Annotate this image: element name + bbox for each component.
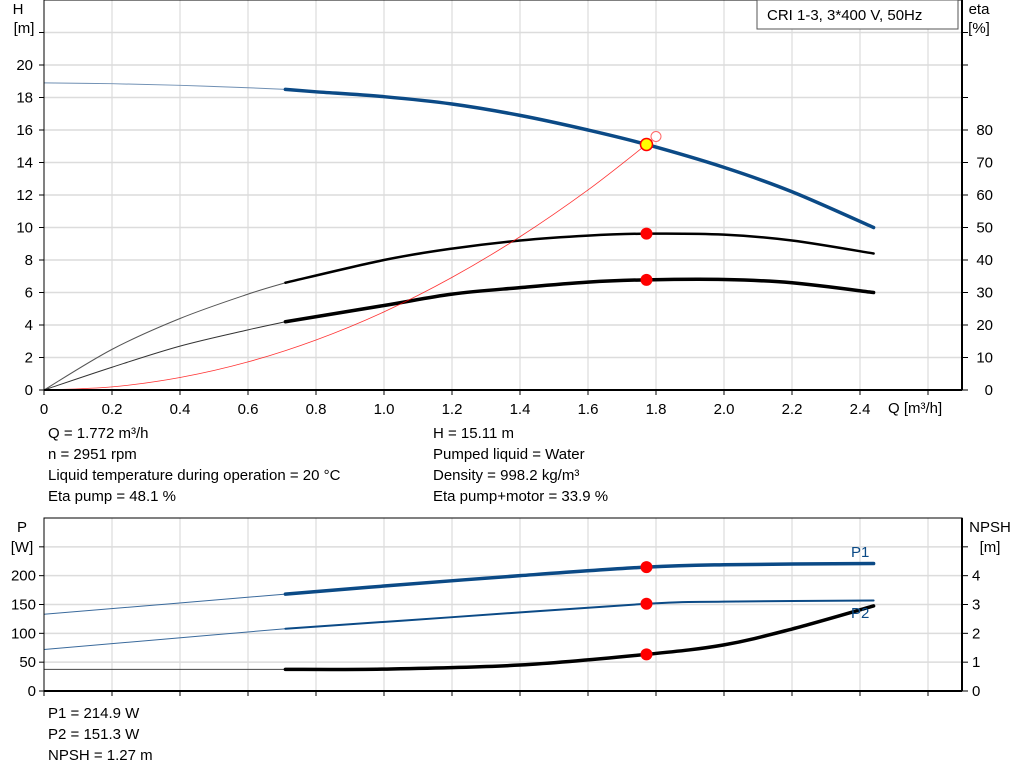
h-tick-label: 10 — [16, 220, 33, 237]
q-axis-label: Q [m³/h] — [888, 400, 942, 417]
p1-curve-thin — [43, 593, 286, 615]
p2-curve — [284, 599, 875, 630]
p2-series-label: P2 — [851, 605, 869, 622]
info-npsh: NPSH = 1.27 m — [48, 747, 153, 764]
eta-tick-label: 50 — [976, 220, 993, 237]
info-head: H = 15.11 m — [433, 425, 515, 442]
chart-title: CRI 1-3, 3*400 V, 50Hz — [767, 7, 922, 24]
info-eta-pump: Eta pump = 48.1 % — [48, 488, 176, 505]
duty-point-npsh — [640, 648, 653, 661]
x-tick-label: 1.6 — [578, 401, 599, 418]
eta-total-curve — [283, 277, 876, 324]
duty-point-eta-pump — [640, 227, 653, 240]
h-tick-label: 18 — [16, 90, 33, 107]
npsh-axis-unit: [m] — [980, 539, 1001, 556]
p1-series-label: P1 — [851, 544, 869, 561]
p-tick-label: 50 — [19, 654, 36, 671]
info-bottom: P1 = 214.9 W P2 = 151.3 W NPSH = 1.27 m — [48, 703, 153, 766]
info-top-right: H = 15.11 m Pumped liquid = Water Densit… — [433, 423, 608, 507]
h-tick-label: 20 — [16, 57, 33, 74]
eta-total-curve-thin — [43, 321, 286, 391]
h-tick-label: 6 — [25, 285, 33, 302]
p-axis-label: P — [17, 519, 27, 536]
eta-pump-curve — [284, 232, 875, 284]
info-eta-total: Eta pump+motor = 33.9 % — [433, 488, 609, 505]
eta-tick-label: 30 — [976, 285, 993, 302]
x-tick-label: 0.6 — [238, 401, 259, 418]
p-tick-label: 0 — [28, 683, 36, 700]
x-tick-label: 0.4 — [170, 401, 191, 418]
npsh-tick-label: 3 — [972, 597, 980, 614]
info-top-left: Q = 1.772 m³/h n = 2951 rpm Liquid tempe… — [48, 423, 340, 507]
x-tick-label: 0 — [40, 401, 48, 418]
x-tick-label: 2.2 — [782, 401, 803, 418]
x-tick-label: 1.4 — [510, 401, 531, 418]
duty-point-p1 — [640, 561, 653, 574]
eta-tick-label: 10 — [976, 350, 993, 367]
x-tick-label: 1.0 — [374, 401, 395, 418]
eta-tick-label: 80 — [976, 122, 993, 139]
npsh-axis-label: NPSH — [969, 519, 1011, 536]
p2-curve-thin — [43, 628, 286, 650]
npsh-tick-label: 2 — [972, 625, 980, 642]
npsh-tick-label: 4 — [972, 568, 980, 585]
p1-curve — [283, 561, 876, 596]
eta-pump-curve-thin — [43, 282, 286, 391]
duty-point-head — [639, 137, 654, 152]
p-tick-label: 150 — [11, 597, 36, 614]
x-tick-label: 1.8 — [646, 401, 667, 418]
eta-axis-label: eta — [969, 1, 991, 18]
eta-tick-label: 70 — [976, 155, 993, 172]
npsh-tick-label: 1 — [972, 654, 980, 671]
p-tick-label: 100 — [11, 625, 36, 642]
system-curve — [43, 144, 647, 391]
x-tick-label: 0.8 — [306, 401, 327, 418]
h-tick-label: 14 — [16, 155, 33, 172]
h-tick-label: 0 — [25, 382, 33, 399]
h-tick-label: 2 — [25, 350, 33, 367]
info-density: Density = 998.2 kg/m³ — [433, 467, 580, 484]
info-speed: n = 2951 rpm — [48, 446, 137, 463]
open-marker — [650, 131, 662, 142]
eta-tick-label: 60 — [976, 187, 993, 204]
eta-tick-label: 40 — [976, 252, 993, 269]
h-tick-label: 12 — [16, 187, 33, 204]
x-tick-label: 2.0 — [714, 401, 735, 418]
info-p1: P1 = 214.9 W — [48, 705, 140, 722]
eta-axis-unit: [%] — [968, 20, 990, 37]
duty-point-p2 — [640, 597, 653, 610]
p-axis-unit: [W] — [11, 539, 34, 556]
info-p2: P2 = 151.3 W — [48, 726, 140, 743]
p-tick-label: 200 — [11, 568, 36, 585]
npsh-curve — [283, 604, 876, 672]
legend-box: CRI 1-3, 3*400 V, 50Hz — [756, 0, 959, 30]
info-pumped-liquid: Pumped liquid = Water — [433, 446, 585, 463]
h-axis-unit: [m] — [14, 20, 35, 37]
npsh-tick-label: 0 — [972, 683, 980, 700]
info-flow: Q = 1.772 m³/h — [48, 425, 149, 442]
h-tick-label: 4 — [25, 317, 33, 334]
x-tick-label: 0.2 — [102, 401, 123, 418]
eta-tick-label: 20 — [976, 317, 993, 334]
duty-point-eta-total — [640, 273, 653, 286]
info-liquid-temp: Liquid temperature during operation = 20… — [48, 467, 341, 484]
h-curve-thin — [43, 82, 286, 90]
x-tick-label: 1.2 — [442, 401, 463, 418]
eta-tick-label: 0 — [985, 382, 993, 399]
h-axis-label: H — [13, 1, 24, 18]
h-curve — [283, 87, 876, 230]
h-tick-label: 8 — [25, 252, 33, 269]
h-tick-label: 16 — [16, 122, 33, 139]
x-tick-label: 2.4 — [850, 401, 871, 418]
